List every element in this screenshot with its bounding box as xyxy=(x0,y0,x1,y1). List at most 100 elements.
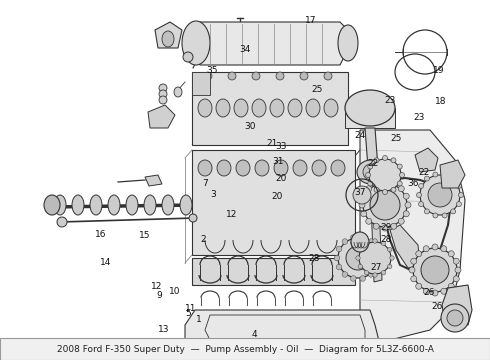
Ellipse shape xyxy=(159,96,167,104)
Ellipse shape xyxy=(397,181,402,186)
Polygon shape xyxy=(148,105,175,128)
Ellipse shape xyxy=(288,99,302,117)
Ellipse shape xyxy=(126,195,138,215)
Ellipse shape xyxy=(442,213,447,218)
Ellipse shape xyxy=(390,256,394,260)
Text: 3: 3 xyxy=(210,190,216,199)
Ellipse shape xyxy=(334,255,340,261)
Ellipse shape xyxy=(324,72,332,80)
Text: 2008 Ford F-350 Super Duty  —  Pump Assembly - Oil  —  Diagram for 5L3Z-6600-A: 2008 Ford F-350 Super Duty — Pump Assemb… xyxy=(56,345,434,354)
Text: 12: 12 xyxy=(225,210,237,219)
Text: 14: 14 xyxy=(99,258,111,267)
Ellipse shape xyxy=(234,99,248,117)
Ellipse shape xyxy=(418,183,423,188)
Polygon shape xyxy=(145,175,162,186)
Text: 5: 5 xyxy=(186,309,192,318)
Ellipse shape xyxy=(108,195,120,215)
Ellipse shape xyxy=(338,238,378,278)
Ellipse shape xyxy=(456,202,462,207)
Ellipse shape xyxy=(424,176,429,181)
Ellipse shape xyxy=(366,218,372,224)
Ellipse shape xyxy=(366,186,372,192)
Ellipse shape xyxy=(398,218,404,224)
Polygon shape xyxy=(440,160,465,188)
Ellipse shape xyxy=(391,181,397,187)
Ellipse shape xyxy=(216,99,230,117)
Ellipse shape xyxy=(370,190,400,220)
Ellipse shape xyxy=(360,235,366,240)
Text: 23: 23 xyxy=(413,113,425,122)
Ellipse shape xyxy=(204,72,212,80)
Polygon shape xyxy=(192,258,355,285)
Ellipse shape xyxy=(274,160,288,176)
Ellipse shape xyxy=(448,283,454,289)
Ellipse shape xyxy=(293,160,307,176)
Ellipse shape xyxy=(252,99,266,117)
Ellipse shape xyxy=(397,164,402,169)
Ellipse shape xyxy=(433,172,438,177)
Text: 4: 4 xyxy=(252,330,258,339)
Ellipse shape xyxy=(388,264,392,269)
Polygon shape xyxy=(442,285,472,325)
Ellipse shape xyxy=(376,255,382,261)
Text: 28: 28 xyxy=(308,254,319,263)
Ellipse shape xyxy=(391,187,396,192)
Ellipse shape xyxy=(403,193,409,199)
Text: 2: 2 xyxy=(200,235,206,244)
Ellipse shape xyxy=(159,90,167,98)
Text: 34: 34 xyxy=(239,45,251,54)
Text: 25: 25 xyxy=(390,134,402,143)
Ellipse shape xyxy=(421,256,449,284)
Ellipse shape xyxy=(276,72,284,80)
Ellipse shape xyxy=(217,160,231,176)
Ellipse shape xyxy=(350,276,356,281)
Ellipse shape xyxy=(381,270,386,275)
Ellipse shape xyxy=(90,195,102,215)
Text: 26: 26 xyxy=(423,288,435,297)
Ellipse shape xyxy=(236,160,250,176)
Ellipse shape xyxy=(72,195,84,215)
Ellipse shape xyxy=(373,273,377,277)
Text: 9: 9 xyxy=(156,291,162,300)
Ellipse shape xyxy=(351,232,369,252)
Ellipse shape xyxy=(312,160,326,176)
Polygon shape xyxy=(155,22,182,48)
Ellipse shape xyxy=(350,235,356,240)
Ellipse shape xyxy=(336,264,342,270)
Ellipse shape xyxy=(391,158,396,163)
Ellipse shape xyxy=(345,90,395,126)
Ellipse shape xyxy=(388,247,392,252)
Polygon shape xyxy=(192,72,348,145)
Text: 12: 12 xyxy=(151,282,163,291)
Ellipse shape xyxy=(391,223,397,229)
Text: 27: 27 xyxy=(370,263,382,271)
Polygon shape xyxy=(390,225,420,268)
Text: 26: 26 xyxy=(431,302,443,311)
Text: 33: 33 xyxy=(275,143,287,152)
Text: 21: 21 xyxy=(266,139,278,148)
Ellipse shape xyxy=(416,251,422,257)
Polygon shape xyxy=(370,175,382,282)
Text: 29: 29 xyxy=(380,223,392,232)
Ellipse shape xyxy=(356,256,360,260)
Ellipse shape xyxy=(189,214,197,222)
Ellipse shape xyxy=(448,251,454,257)
Ellipse shape xyxy=(453,276,459,282)
Ellipse shape xyxy=(363,183,407,227)
Ellipse shape xyxy=(360,276,366,281)
Ellipse shape xyxy=(373,223,379,229)
Text: 30: 30 xyxy=(244,122,256,131)
Text: 22: 22 xyxy=(368,159,379,168)
Text: 10: 10 xyxy=(169,287,181,296)
Ellipse shape xyxy=(442,172,447,177)
Ellipse shape xyxy=(174,87,182,97)
Ellipse shape xyxy=(409,267,415,273)
Ellipse shape xyxy=(432,244,438,250)
Text: 1: 1 xyxy=(196,315,201,324)
Ellipse shape xyxy=(413,248,457,292)
Ellipse shape xyxy=(346,246,370,270)
Ellipse shape xyxy=(363,164,379,180)
Ellipse shape xyxy=(451,176,456,181)
Ellipse shape xyxy=(374,246,380,252)
Ellipse shape xyxy=(336,246,342,252)
